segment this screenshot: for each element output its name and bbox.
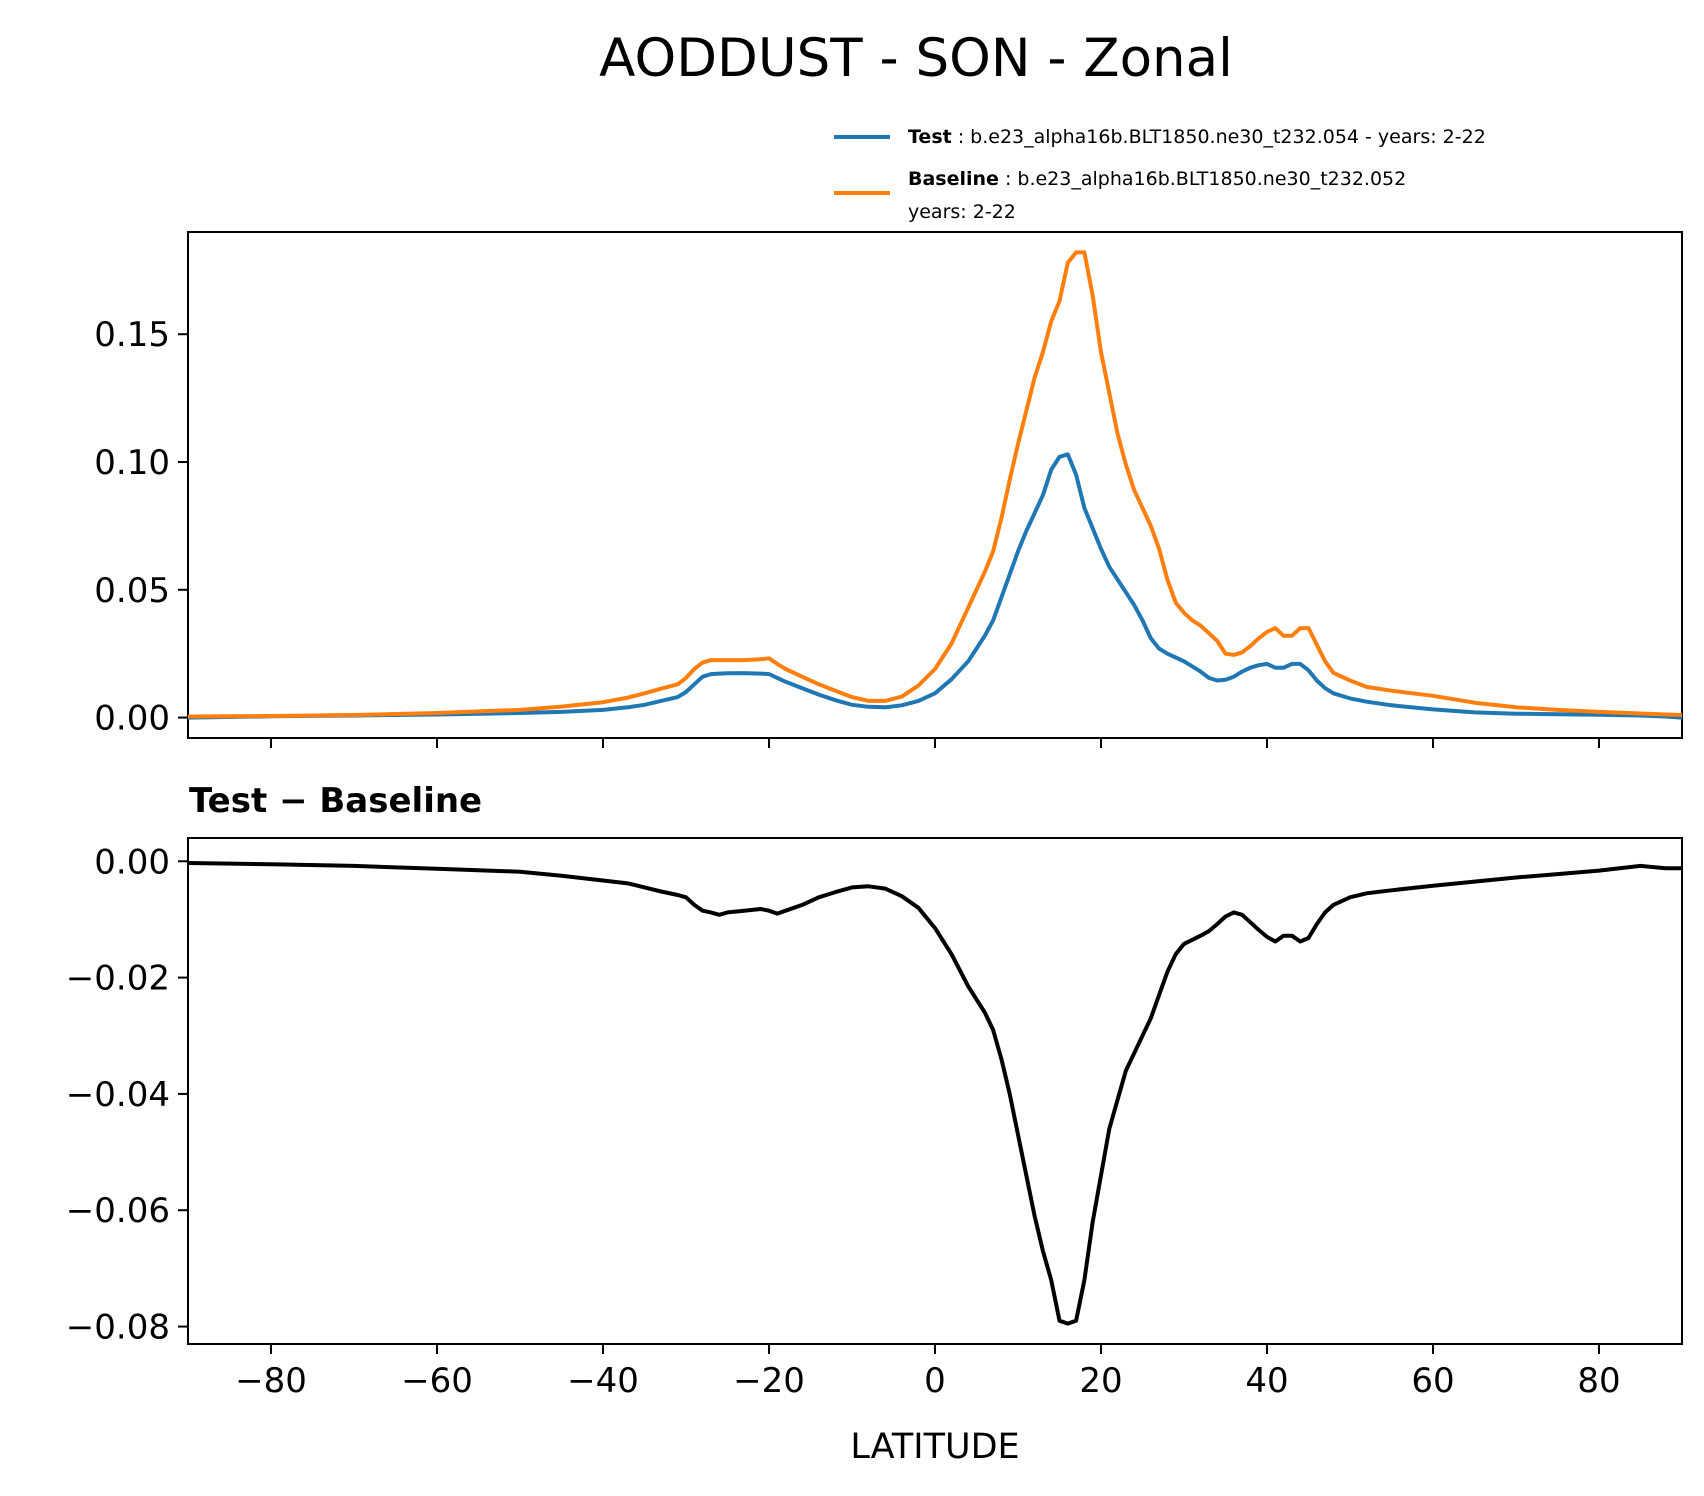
series-line-test-baseline	[187, 861, 1682, 1326]
legend-text-test: : b.e23_alpha16b.BLT1850.ne30_t232.054 -…	[958, 126, 1486, 148]
legend-label-test: Test : b.e23_alpha16b.BLT1850.ne30_t232.0…	[908, 126, 1486, 148]
bottom-y-axis: 0.00 −0.02 −0.04 −0.06 −0.08	[66, 842, 188, 1348]
top-x-axis	[270, 738, 1600, 748]
top-ytick-label: 0.15	[94, 315, 170, 355]
series-line-baseline	[187, 250, 1683, 719]
top-ytick-label: 0.05	[94, 571, 170, 611]
top-y-axis: 0.00 0.05 0.10 0.15	[94, 315, 188, 739]
bottom-series	[187, 861, 1682, 1326]
top-panel: 0.00 0.05 0.10 0.15	[94, 231, 1683, 748]
series-line-test	[187, 452, 1683, 720]
legend-text-baseline-line2: years: 2-22	[908, 201, 1016, 223]
bottom-x-axis: −80 −60 −40 −20 0 20 40 60 80	[235, 1344, 1621, 1401]
difference-title: Test − Baseline	[189, 781, 482, 821]
bottom-ytick-label: −0.04	[66, 1075, 170, 1115]
bottom-ytick-label: −0.02	[66, 959, 170, 999]
bottom-xtick-label: 60	[1411, 1361, 1454, 1401]
bottom-xtick-label: 40	[1245, 1361, 1288, 1401]
legend: Test : b.e23_alpha16b.BLT1850.ne30_t232.0…	[834, 126, 1486, 223]
top-ytick-label: 0.10	[94, 443, 170, 483]
bottom-xtick-label: −20	[733, 1361, 805, 1401]
bottom-panel: 0.00 −0.02 −0.04 −0.06 −0.08 −80 −60 −40 −20 0 20…	[66, 837, 1683, 1401]
bottom-xtick-label: −80	[235, 1361, 307, 1401]
legend-name-baseline: Baseline	[908, 168, 999, 190]
x-axis-label: LATITUDE	[850, 1427, 1019, 1467]
bottom-ytick-label: 0.00	[94, 842, 170, 882]
bottom-xtick-label: 20	[1079, 1361, 1122, 1401]
legend-label-baseline: Baseline : b.e23_alpha16b.BLT1850.ne30_t2…	[908, 168, 1406, 190]
bottom-ytick-label: −0.06	[66, 1191, 170, 1231]
bottom-xtick-label: 80	[1577, 1361, 1620, 1401]
bottom-xtick-label: 0	[924, 1361, 946, 1401]
bottom-xtick-label: −60	[401, 1361, 473, 1401]
legend-name-test: Test	[908, 126, 952, 148]
bottom-xtick-label: −40	[567, 1361, 639, 1401]
legend-text-baseline: : b.e23_alpha16b.BLT1850.ne30_t232.052	[1005, 168, 1406, 190]
top-series	[187, 250, 1683, 720]
bottom-ytick-label: −0.08	[66, 1308, 170, 1348]
top-ytick-label: 0.00	[94, 699, 170, 739]
chart-title: AODDUST - SON - Zonal	[599, 28, 1233, 89]
